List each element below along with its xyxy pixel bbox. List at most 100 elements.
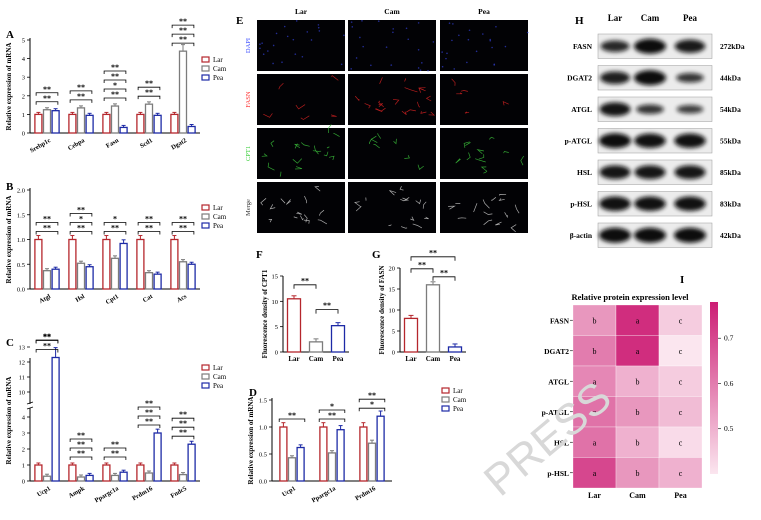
a-bar-lar: [68, 113, 77, 134]
a-x-tick-label: Cebpa: [67, 137, 87, 152]
g-x-tick-label: Cam: [426, 355, 441, 363]
a-bar-lar: [34, 113, 43, 134]
e-nucleus-dot: [281, 61, 283, 64]
e-nucleus-dot: [427, 69, 429, 72]
e-nucleus-dot: [451, 39, 453, 42]
i-heatmap-cell: [658, 335, 703, 367]
h-protein-band: [634, 38, 666, 54]
c-significance-label: **: [43, 332, 51, 341]
e-nucleus-dot: [407, 38, 410, 41]
e-nucleus-dot: [467, 38, 470, 41]
c-significance-bracket: [103, 447, 127, 451]
c-significance-label: **: [179, 419, 187, 428]
g-significance-bracket: [410, 256, 456, 261]
h-protein-band: [599, 71, 631, 85]
g-y-tick-label: 10: [389, 308, 396, 315]
g-x-tick-label: Lar: [405, 355, 416, 363]
a-significance-label: **: [145, 79, 153, 88]
f-x-tick-label: Cam: [309, 355, 324, 363]
e-row-label: DAPI: [245, 38, 252, 53]
c-legend-swatch: [201, 382, 210, 389]
i-cell-letter: c: [679, 377, 683, 386]
h-protein-band: [599, 196, 631, 211]
a-x-tick-label: Scd1: [139, 137, 154, 150]
panel-letter-d: D: [249, 387, 257, 399]
c-x-tick-label: Prdm16: [131, 485, 155, 503]
c-significance-label: **: [43, 342, 51, 351]
d-x-tick-label: Ucp1: [281, 485, 297, 498]
e-nucleus-dot: [275, 32, 278, 35]
h-column-label: Pea: [683, 13, 697, 23]
a-significance-label: **: [179, 26, 187, 35]
h-column-label: Lar: [608, 13, 623, 23]
c-significance-label: **: [77, 449, 85, 458]
i-heatmap-cell: [572, 365, 617, 397]
b-bar-lar: [136, 238, 145, 290]
h-protein-band: [634, 165, 666, 180]
a-bar-lar: [102, 113, 111, 134]
a-significance-label: **: [111, 63, 119, 72]
e-nucleus-dot: [286, 35, 289, 38]
h-protein-band: [636, 104, 664, 115]
g-significance-label: **: [440, 268, 448, 277]
e-micrograph-tile: [440, 74, 528, 125]
b-y-tick-label: 1.5: [17, 212, 25, 219]
a-significance-bracket: [103, 97, 127, 102]
e-nucleus-dot: [362, 45, 364, 48]
e-column-label: Lar: [295, 7, 308, 16]
d-significance-bracket: [278, 418, 306, 422]
c-significance-bracket: [35, 339, 59, 343]
a-bar-pea: [51, 110, 60, 134]
i-cell-letter: c: [679, 316, 683, 325]
a-significance-bracket: [69, 99, 93, 103]
c-y-tick-label: 12: [19, 360, 26, 367]
b-legend-swatch: [201, 204, 210, 211]
i-cell-letter: b: [636, 408, 640, 417]
c-y-tick-label: 2: [22, 447, 25, 454]
i-cell-letter: b: [593, 316, 597, 325]
c-legend-label: Cam: [213, 373, 227, 381]
e-nucleus-dot: [340, 63, 343, 66]
b-legend-swatch: [201, 222, 210, 229]
c-significance-label: **: [145, 408, 153, 417]
i-row-label: HSL: [554, 438, 569, 447]
d-significance-bracket: [358, 407, 386, 412]
e-micrograph-tile: [348, 74, 436, 125]
g-bar-lar: [403, 317, 419, 353]
a-bar-cam: [178, 50, 188, 134]
e-nucleus-dot: [475, 50, 478, 53]
e-membrane-signal: [261, 124, 340, 177]
e-micrograph-tile: [257, 74, 345, 125]
a-bar-cam: [76, 107, 86, 134]
c-y-tick-label: 13: [19, 345, 26, 352]
e-nucleus-dot: [419, 69, 422, 72]
h-size-label: 272kDa: [720, 42, 745, 51]
c-y-tick-label: 0: [22, 479, 25, 486]
e-nucleus-dot: [283, 25, 286, 28]
i-heatmap-cell: [658, 365, 703, 397]
e-nucleus-dot: [432, 41, 435, 43]
a-significance-bracket: [171, 42, 195, 47]
i-colorbar-tick-label: 0.7: [724, 334, 734, 343]
a-bar-pea: [85, 114, 94, 134]
e-nucleus-dot: [261, 42, 263, 44]
panel-letter-i: I: [680, 274, 684, 286]
g-y-tick-label: 15: [389, 287, 396, 294]
b-y-tick-label: 2.0: [17, 188, 25, 195]
c-legend-label: Pea: [213, 382, 224, 390]
e-micrograph-tile: [440, 20, 528, 71]
b-significance-bracket: [137, 222, 161, 226]
b-bar-lar: [68, 238, 77, 290]
i-cell-letter: c: [679, 438, 683, 447]
h-protein-band: [674, 39, 706, 53]
h-protein-band: [674, 133, 706, 148]
g-significance-bracket: [432, 276, 456, 281]
a-significance-label: **: [145, 88, 153, 97]
e-micrograph-tile: [440, 128, 528, 179]
b-bar-cam: [42, 270, 52, 290]
i-column-label: Lar: [588, 491, 601, 500]
b-bar-cam: [178, 261, 188, 290]
e-micrograph-tile: [348, 20, 436, 71]
h-column-label: Cam: [641, 13, 660, 23]
c-significance-bracket: [137, 415, 161, 419]
